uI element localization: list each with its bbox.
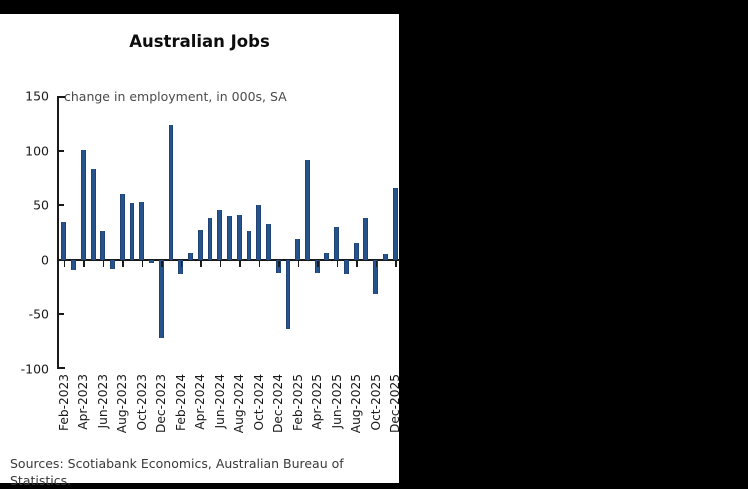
x-axis-label: Aug-2024 xyxy=(232,374,247,434)
zero-baseline xyxy=(57,258,400,261)
bar xyxy=(168,125,174,260)
bar xyxy=(71,259,77,270)
x-axis-label: Jun-2025 xyxy=(329,374,344,429)
x-tick xyxy=(63,260,66,267)
y-axis-label: 50 xyxy=(33,197,49,213)
y-tick xyxy=(57,204,64,207)
bar xyxy=(178,259,184,274)
x-tick xyxy=(200,260,202,267)
y-tick xyxy=(57,149,64,152)
plot-area: 150 100 50 0 -50 -100 xyxy=(21,89,400,377)
x-tick xyxy=(102,260,105,267)
y-axis-label: -50 xyxy=(28,306,49,322)
bar xyxy=(139,201,145,260)
bar xyxy=(90,169,96,260)
y-axis-label: 100 xyxy=(25,143,49,159)
x-tick xyxy=(317,260,319,267)
bar xyxy=(285,259,291,329)
y-axis-label: 150 xyxy=(25,88,49,104)
y-axis-top-cap xyxy=(57,96,65,98)
bar xyxy=(353,243,359,260)
x-tick xyxy=(239,260,241,267)
y-axis-line xyxy=(57,96,59,369)
bar xyxy=(197,230,203,260)
bar xyxy=(275,259,281,273)
x-axis-label: Oct-2025 xyxy=(368,374,383,431)
x-tick xyxy=(122,260,124,267)
bar xyxy=(246,231,252,260)
x-axis-label: Dec-2024 xyxy=(271,374,286,433)
y-tick xyxy=(57,313,64,316)
x-axis-label: Apr-2023 xyxy=(76,374,91,430)
x-tick xyxy=(297,260,300,267)
bar xyxy=(207,218,213,260)
bar xyxy=(343,259,349,274)
bar xyxy=(227,216,232,260)
bar xyxy=(188,253,193,260)
x-tick xyxy=(375,260,378,267)
bar xyxy=(324,253,330,260)
bar xyxy=(100,231,106,260)
x-tick xyxy=(219,260,222,267)
bar xyxy=(119,194,125,260)
bar xyxy=(158,259,164,339)
chart-title: Australian Jobs xyxy=(129,32,270,51)
y-axis-bottom-cap xyxy=(57,367,65,369)
chart-sources: Sources: Scotiabank Economics, Australia… xyxy=(10,456,344,488)
x-axis-label: Oct-2023 xyxy=(134,374,149,431)
x-tick xyxy=(83,260,85,267)
bar xyxy=(110,259,115,269)
x-tick xyxy=(395,260,397,267)
bar xyxy=(256,205,262,260)
bar xyxy=(305,160,310,260)
bar-series xyxy=(59,96,400,369)
x-tick xyxy=(141,260,144,267)
x-tick xyxy=(258,260,261,267)
x-axis-label: Dec-2023 xyxy=(154,374,169,433)
chart-panel: Australian Jobs change in employment, in… xyxy=(0,14,403,488)
bar xyxy=(129,203,135,260)
x-axis-label: Jun-2023 xyxy=(95,374,110,429)
bar xyxy=(266,223,271,260)
y-axis-label: -100 xyxy=(20,361,49,377)
bar xyxy=(217,209,223,260)
bar xyxy=(382,254,388,260)
x-axis-label: Feb-2023 xyxy=(56,374,71,431)
x-axis-label: Oct-2024 xyxy=(251,374,266,431)
bar xyxy=(236,215,242,260)
x-tick xyxy=(161,260,163,267)
chart-subtitle: change in employment, in 000s, SA xyxy=(64,89,287,104)
x-axis-label: Dec-2025 xyxy=(388,374,403,433)
x-tick xyxy=(356,260,358,267)
x-axis-label: Feb-2024 xyxy=(173,374,188,431)
bar xyxy=(61,221,67,260)
x-axis-label: Apr-2025 xyxy=(310,374,325,430)
x-tick xyxy=(336,260,339,267)
x-tick xyxy=(180,260,183,267)
bar xyxy=(373,259,379,294)
bar xyxy=(392,187,398,260)
x-tick xyxy=(278,260,280,267)
x-axis-label: Feb-2025 xyxy=(290,374,305,431)
bar xyxy=(149,259,154,264)
x-axis-label: Apr-2024 xyxy=(193,374,208,430)
bar xyxy=(363,218,369,260)
x-axis-label: Aug-2025 xyxy=(349,374,364,434)
x-axis-label: Jun-2024 xyxy=(212,374,227,429)
bar xyxy=(295,239,301,260)
y-axis-label: 0 xyxy=(41,252,49,268)
x-axis-label: Aug-2023 xyxy=(115,374,130,434)
bar xyxy=(334,227,340,260)
bar xyxy=(80,149,86,260)
